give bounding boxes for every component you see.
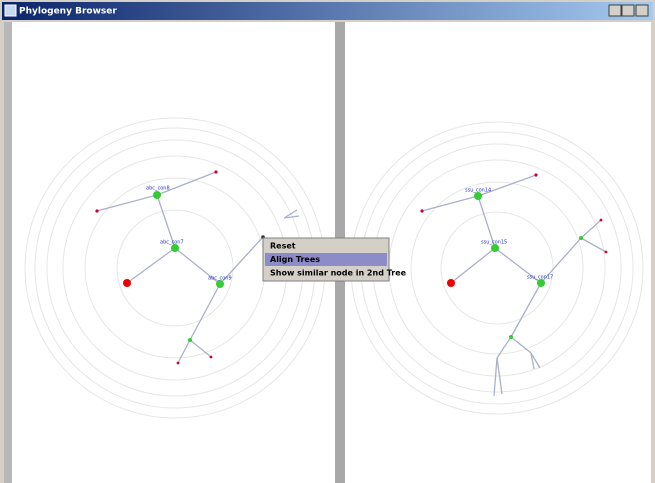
leaf[interactable] bbox=[604, 250, 608, 254]
leaf[interactable] bbox=[214, 170, 218, 174]
node[interactable] bbox=[579, 236, 583, 240]
leaf[interactable] bbox=[95, 209, 99, 213]
node[interactable] bbox=[171, 244, 179, 252]
edges bbox=[96, 171, 300, 364]
menu-highlight bbox=[265, 253, 387, 266]
leaf[interactable] bbox=[599, 218, 603, 222]
maximize-button[interactable] bbox=[621, 4, 635, 17]
ring bbox=[410, 181, 584, 355]
leaf[interactable] bbox=[209, 355, 213, 359]
leaf[interactable] bbox=[420, 209, 424, 213]
minimize-button[interactable] bbox=[608, 4, 622, 17]
root-node[interactable] bbox=[447, 279, 455, 287]
ring bbox=[116, 209, 234, 327]
window-buttons[interactable] bbox=[608, 4, 649, 17]
node[interactable] bbox=[491, 244, 499, 252]
node-label: ssu_con15 bbox=[481, 240, 507, 246]
node[interactable] bbox=[216, 280, 224, 288]
menu-item[interactable]: Reset bbox=[270, 242, 296, 251]
node-label: abc_con8 bbox=[146, 186, 170, 192]
edges bbox=[421, 174, 607, 397]
node-label: ssu_con17 bbox=[527, 275, 553, 281]
ring bbox=[440, 211, 554, 325]
left-gutter bbox=[4, 22, 12, 483]
right-panel bbox=[345, 22, 651, 483]
node[interactable] bbox=[537, 279, 545, 287]
root-node[interactable] bbox=[123, 279, 131, 287]
node[interactable] bbox=[188, 338, 192, 342]
title-bar bbox=[2, 2, 653, 20]
node[interactable] bbox=[474, 192, 482, 200]
context-menu: Reset Align Trees Show similar node in 2… bbox=[262, 237, 407, 282]
node-label: ssu_con14 bbox=[465, 188, 491, 194]
close-button[interactable] bbox=[635, 4, 649, 17]
app-icon bbox=[4, 4, 17, 17]
node-label: abc_con9 bbox=[208, 276, 232, 282]
node[interactable] bbox=[509, 335, 513, 339]
leaf[interactable] bbox=[176, 361, 180, 365]
menu-item[interactable]: Show similar node in 2nd Tree bbox=[270, 269, 407, 278]
node-label: abc_con7 bbox=[160, 240, 184, 246]
menu-item[interactable]: Align Trees bbox=[270, 255, 320, 264]
window-title: Phylogeny Browser bbox=[19, 7, 117, 17]
leaf[interactable] bbox=[534, 173, 538, 177]
node[interactable] bbox=[153, 191, 161, 199]
